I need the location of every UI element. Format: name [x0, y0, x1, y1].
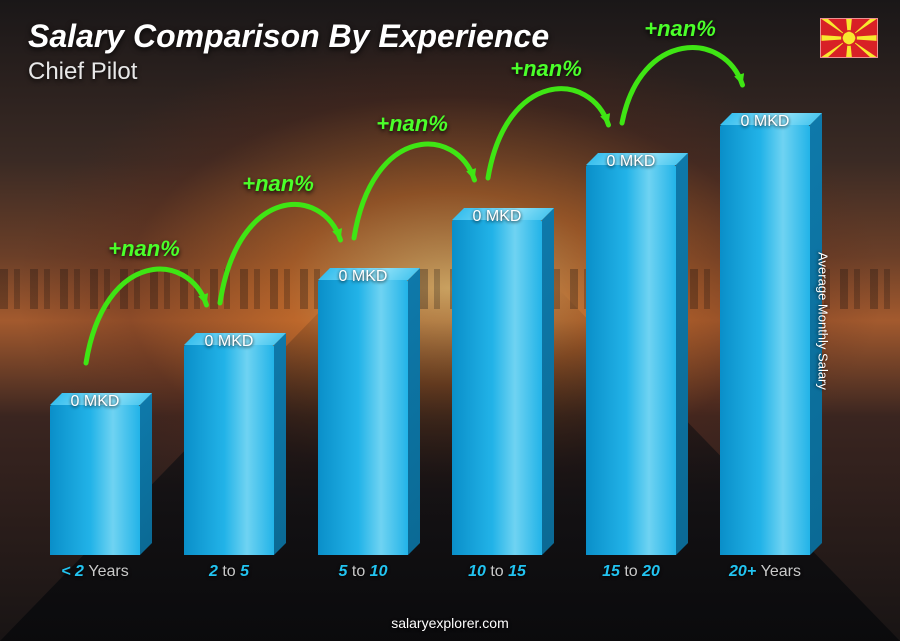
bars-area: 0 MKD< 2 Years0 MKD2 to 50 MKD5 to 100 M…	[40, 101, 850, 581]
y-axis-label: Average Monthly Salary	[816, 252, 831, 390]
increase-label: +nan%	[510, 56, 582, 82]
north-macedonia-flag-icon	[820, 18, 878, 58]
chart-subtitle: Chief Pilot	[28, 58, 137, 86]
increase-arrow: +nan%	[40, 101, 850, 581]
chart-container: Salary Comparison By Experience Chief Pi…	[0, 0, 900, 641]
increase-label: +nan%	[644, 16, 716, 42]
chart-title: Salary Comparison By Experience	[28, 18, 549, 55]
footer-credit: salaryexplorer.com	[0, 615, 900, 631]
